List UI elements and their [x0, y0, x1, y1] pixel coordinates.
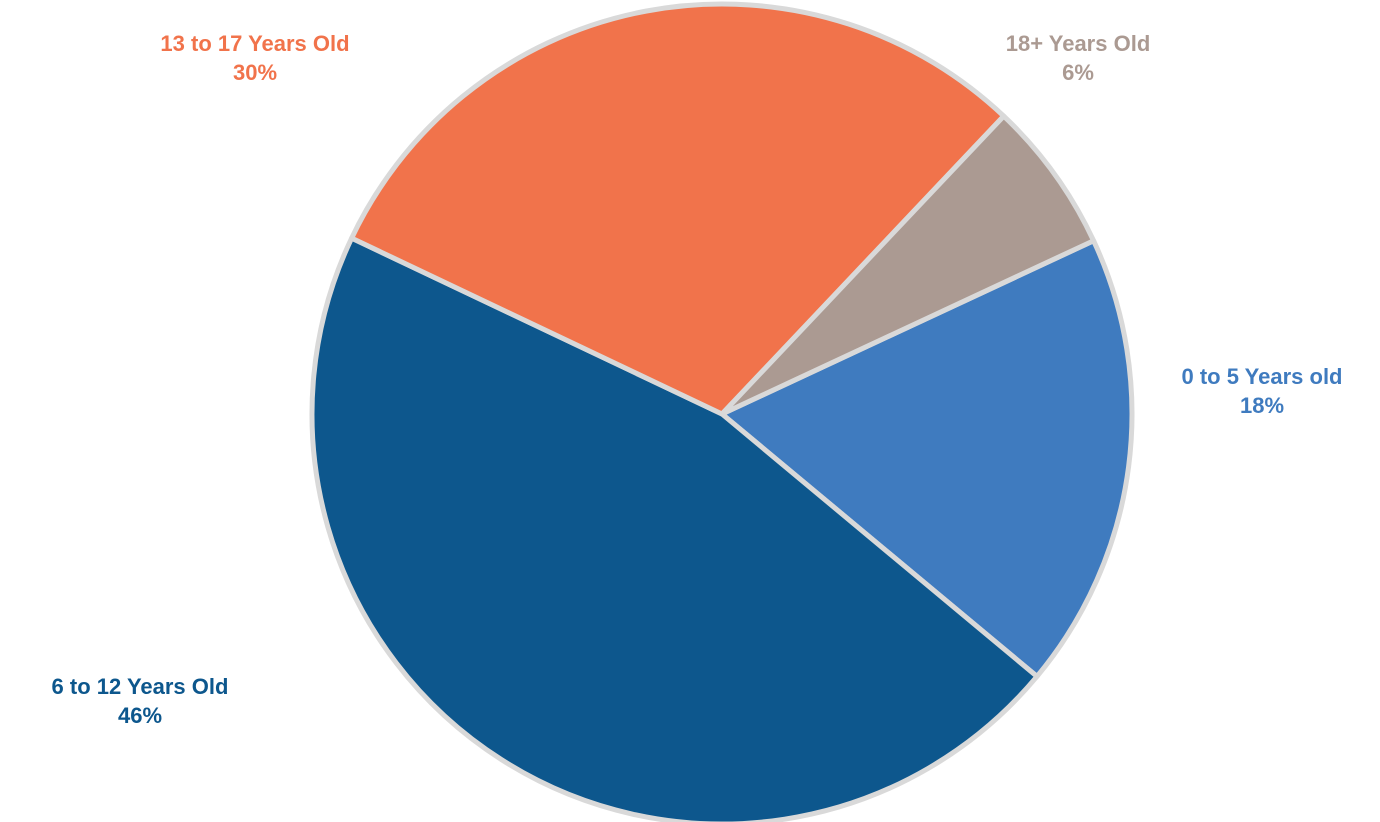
slice-value-label: 6%: [1062, 60, 1094, 85]
pie-slice-13-to-17-years-old: [349, 1, 1007, 417]
slice-category-label: 18+ Years Old: [1006, 31, 1151, 56]
slice-category-label: 0 to 5 Years old: [1181, 364, 1342, 389]
slice-value-label: 18%: [1240, 393, 1284, 418]
slice-label-18-years-old: 18+ Years Old 6%: [1006, 31, 1151, 85]
slice-value-label: 46%: [118, 703, 162, 728]
slice-category-label: 6 to 12 Years Old: [52, 674, 229, 699]
slice-label-13-to-17-years-old: 13 to 17 Years Old 30%: [160, 31, 349, 85]
slice-label-0-to-5-years-old: 0 to 5 Years old 18%: [1181, 364, 1342, 418]
pie-slice-6-to-12-years-old: [309, 235, 1040, 822]
pie-slice-18-years-old: [719, 113, 1097, 417]
pie-slice-0-to-5-years-old: [719, 238, 1135, 679]
pie-slices: [309, 1, 1135, 822]
slice-value-label: 30%: [233, 60, 277, 85]
slice-label-6-to-12-years-old: 6 to 12 Years Old 46%: [52, 674, 229, 728]
slice-category-label: 13 to 17 Years Old: [160, 31, 349, 56]
pie-labels: 0 to 5 Years old 18% 6 to 12 Years Old 46% 1…: [52, 31, 1343, 728]
